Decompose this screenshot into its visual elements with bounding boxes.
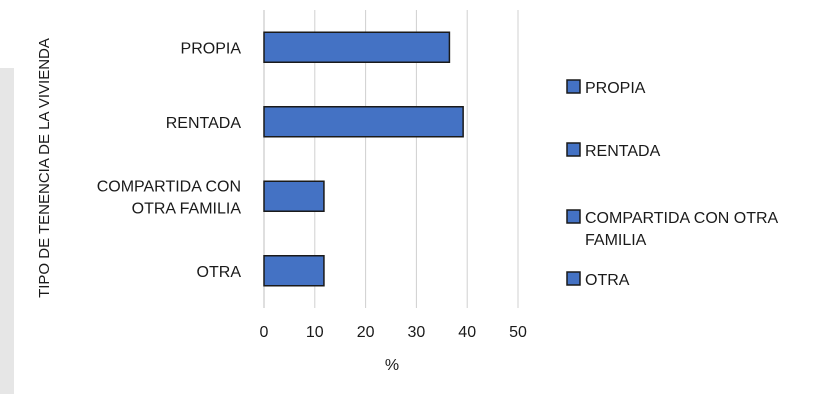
legend-swatch bbox=[566, 142, 581, 157]
left-decorative-strip bbox=[0, 68, 14, 394]
legend-swatch bbox=[566, 209, 581, 224]
bar bbox=[263, 180, 325, 212]
category-label: OTRA bbox=[197, 264, 242, 281]
legend: PROPIA RENTADA COMPARTIDA CON OTRA FAMILIA O… bbox=[566, 79, 779, 289]
category-label: PROPIA bbox=[181, 40, 242, 57]
bars bbox=[263, 31, 464, 287]
x-tick-label: 30 bbox=[408, 324, 426, 341]
x-tick-label: 40 bbox=[458, 324, 476, 341]
x-tick-label: 0 bbox=[260, 324, 269, 341]
bar bbox=[263, 106, 464, 138]
legend-swatch bbox=[566, 271, 581, 286]
legend-label: COMPARTIDA CON OTRA bbox=[585, 210, 779, 227]
category-label: RENTADA bbox=[166, 115, 242, 132]
legend-label: OTRA bbox=[585, 272, 630, 289]
legend-label: FAMILIA bbox=[585, 232, 647, 249]
legend-swatch bbox=[566, 79, 581, 94]
x-tick-label: 10 bbox=[306, 324, 324, 341]
bar bbox=[263, 31, 451, 63]
category-labels: PROPIA RENTADA COMPARTIDA CON OTRA FAMILIA O… bbox=[97, 40, 242, 281]
legend-label: PROPIA bbox=[585, 80, 646, 97]
x-tick-label: 50 bbox=[509, 324, 527, 341]
x-tick-label: 20 bbox=[357, 324, 375, 341]
category-label: OTRA FAMILIA bbox=[132, 200, 242, 217]
legend-label: RENTADA bbox=[585, 143, 661, 160]
x-tick-labels: 0 10 20 30 40 50 bbox=[260, 324, 527, 341]
y-axis-title: TIPO DE TENENCIA DE LA VIVIENDA bbox=[36, 38, 53, 298]
bar bbox=[263, 255, 325, 287]
x-axis-title: % bbox=[385, 357, 399, 374]
category-label: COMPARTIDA CON bbox=[97, 178, 241, 195]
